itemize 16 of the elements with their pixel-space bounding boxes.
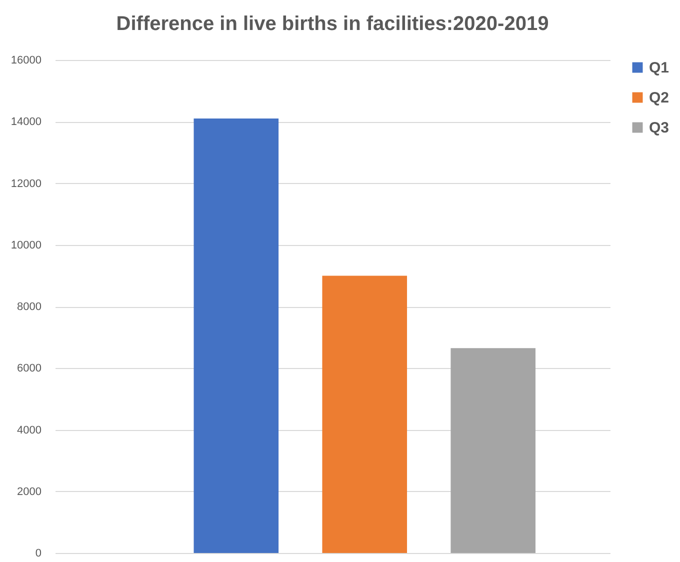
chart-title: Difference in live births in facilities:2020-2019 [116, 13, 549, 35]
y-tick-label: 4000 [17, 424, 42, 436]
legend-label: Q3 [649, 120, 670, 136]
y-tick-label: 0 [35, 548, 42, 560]
y-tick-label: 6000 [17, 362, 42, 375]
legend-label: Q1 [649, 60, 670, 76]
y-tick-label: 2000 [17, 486, 42, 498]
bar [450, 348, 536, 553]
legend-label: Q2 [649, 90, 670, 106]
bar [322, 276, 408, 553]
bar [194, 118, 279, 553]
y-tick-label: 14000 [10, 116, 42, 128]
y-tick-label: 16000 [10, 54, 42, 66]
y-tick-label: 12000 [10, 178, 42, 190]
y-tick-label: 8000 [17, 301, 42, 313]
y-tick-label: 10000 [10, 239, 42, 252]
